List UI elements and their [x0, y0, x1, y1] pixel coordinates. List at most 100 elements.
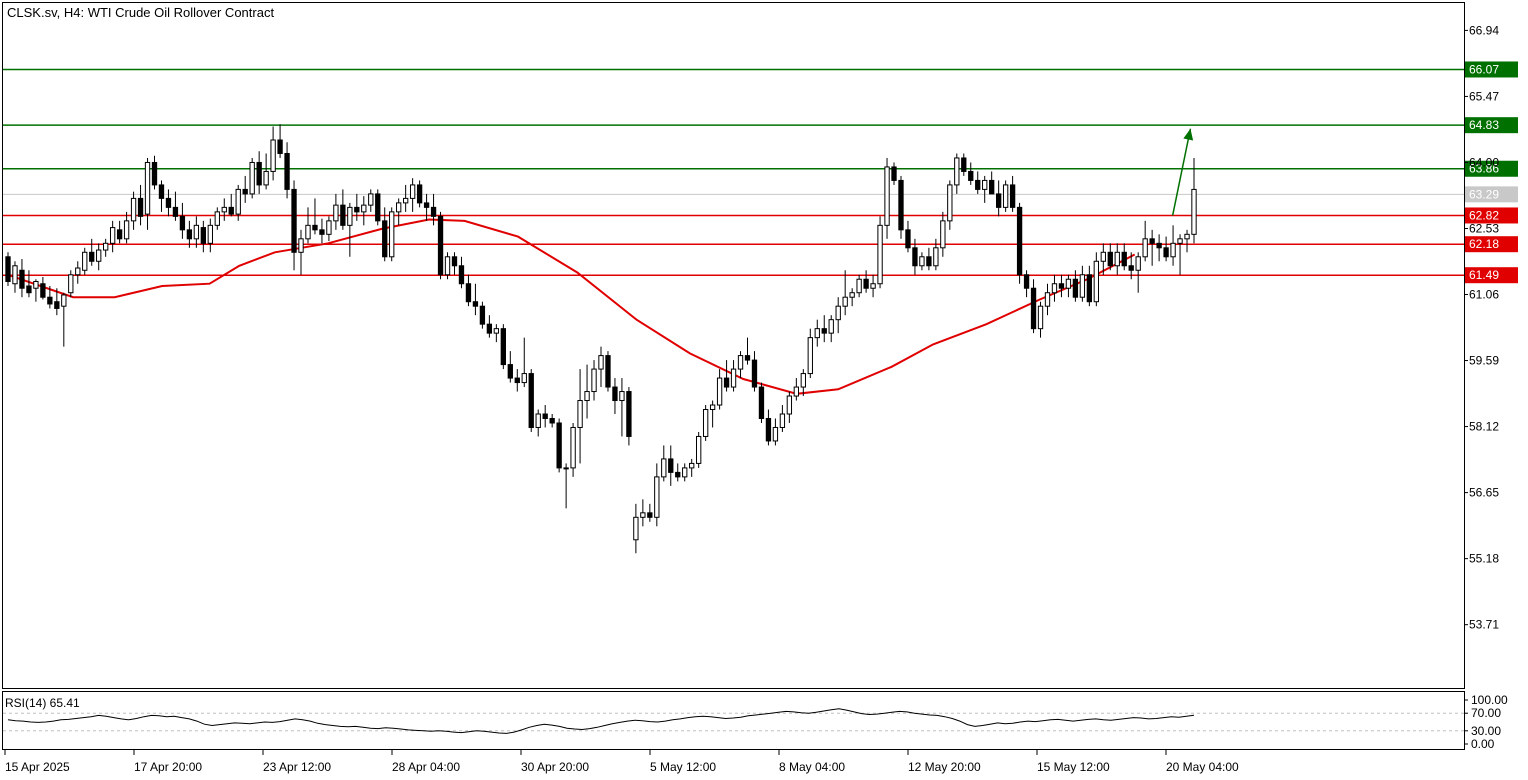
- candle-body: [514, 377, 520, 384]
- candle-body: [647, 512, 653, 518]
- candle-body: [863, 278, 869, 289]
- candle-body: [298, 238, 304, 253]
- candle-body: [898, 179, 904, 231]
- candle-body: [493, 328, 500, 334]
- candle-body: [940, 220, 946, 249]
- time-tick-label: 28 Apr 04:00: [392, 760, 460, 774]
- symbol-label: CLSK.sv, H4:: [7, 5, 85, 20]
- candle-body: [123, 220, 130, 240]
- candle-body: [96, 249, 102, 262]
- candle-body: [919, 256, 925, 267]
- candle-body: [172, 206, 179, 217]
- main-panel: [2, 2, 1465, 689]
- support-level-tag: [1465, 267, 1518, 284]
- candle-body: [109, 227, 116, 244]
- current-price-tag: [1465, 186, 1518, 203]
- candle-body: [1100, 251, 1106, 262]
- candle-body: [389, 211, 395, 258]
- resistance-level-label: 63.86: [1469, 162, 1499, 176]
- rsi-tick-label: 0.00: [1471, 737, 1495, 751]
- candle-body: [975, 179, 981, 190]
- candle-body: [291, 188, 297, 253]
- candle-body: [451, 256, 458, 267]
- candle-body: [312, 224, 318, 231]
- candle-body: [186, 229, 193, 240]
- candle-body: [61, 294, 67, 307]
- candle-body: [835, 305, 841, 321]
- candle-body: [1086, 274, 1093, 303]
- candle-body: [1072, 278, 1079, 298]
- moving-average-line: [7, 218, 1136, 395]
- forecast-arrow-shaft: [1171, 128, 1192, 216]
- candle-body: [1002, 184, 1009, 208]
- candle-body: [40, 283, 46, 298]
- resistance-level-tag: [1465, 160, 1518, 177]
- candle-body: [549, 417, 555, 424]
- candle-body: [793, 386, 800, 397]
- candle-body: [814, 328, 820, 339]
- candle-body: [242, 188, 248, 195]
- candle-body: [130, 197, 137, 222]
- candle-body: [444, 256, 451, 276]
- candle-body: [270, 139, 276, 172]
- rsi-panel: [2, 691, 1465, 750]
- price-tick-label: 53.71: [1469, 618, 1499, 632]
- candle-body: [807, 337, 813, 375]
- candle-body: [68, 274, 74, 294]
- candle-body: [570, 426, 576, 469]
- time-tick-label: 23 Apr 12:00: [263, 760, 331, 774]
- candle-body: [675, 471, 681, 478]
- candle-body: [75, 267, 81, 276]
- candle-body: [19, 269, 25, 289]
- candle-body: [33, 280, 39, 289]
- candle-body: [1093, 260, 1099, 303]
- candle-body: [1037, 305, 1044, 330]
- price-tick-label: 66.94: [1469, 23, 1499, 37]
- time-tick-label: 15 May 12:00: [1037, 760, 1110, 774]
- candle-body: [151, 161, 158, 186]
- support-level-tag: [1465, 236, 1518, 253]
- candle-body: [263, 170, 269, 186]
- candle-body: [926, 256, 932, 267]
- candle-body: [235, 188, 241, 215]
- candle-body: [933, 247, 939, 267]
- candle-body: [214, 211, 220, 226]
- candle-body: [765, 417, 772, 442]
- candle-body: [1128, 265, 1134, 271]
- candle-body: [709, 404, 716, 411]
- price-tick-label: 61.06: [1469, 288, 1499, 302]
- price-tick-label: 59.59: [1469, 354, 1499, 368]
- candle-body: [54, 301, 60, 309]
- candle-body: [228, 206, 234, 215]
- price-tick-label: 62.53: [1469, 221, 1499, 235]
- candle-body: [884, 166, 890, 226]
- candle-body: [1114, 251, 1120, 267]
- chart-title: CLSK.sv, H4: WTI Crude Oil Rollover Cont…: [7, 5, 274, 20]
- candle-body: [744, 355, 751, 361]
- candle-body: [256, 161, 262, 186]
- time-tick-label: 12 May 20:00: [908, 760, 981, 774]
- candle-body: [12, 265, 18, 285]
- candle-body: [416, 184, 423, 204]
- candle-body: [849, 292, 855, 298]
- price-tick-label: 56.65: [1469, 486, 1499, 500]
- candle-body: [507, 364, 513, 379]
- candle-body: [305, 224, 311, 240]
- candle-body: [556, 422, 562, 469]
- candle-body: [277, 139, 283, 154]
- candle-body: [723, 377, 730, 388]
- candle-body: [402, 197, 409, 204]
- candle-body: [103, 242, 109, 251]
- candle-body: [1107, 251, 1113, 267]
- candle-body: [82, 251, 88, 271]
- candle-body: [786, 395, 793, 415]
- candle-body: [137, 197, 144, 217]
- candle-body: [1149, 238, 1155, 244]
- candle-body: [870, 283, 876, 289]
- candle-body: [577, 400, 583, 428]
- candle-body: [584, 391, 590, 402]
- price-tick-label: 65.47: [1469, 89, 1499, 103]
- candle-body: [626, 391, 632, 437]
- candle-body: [535, 413, 541, 428]
- candle-body: [347, 206, 353, 226]
